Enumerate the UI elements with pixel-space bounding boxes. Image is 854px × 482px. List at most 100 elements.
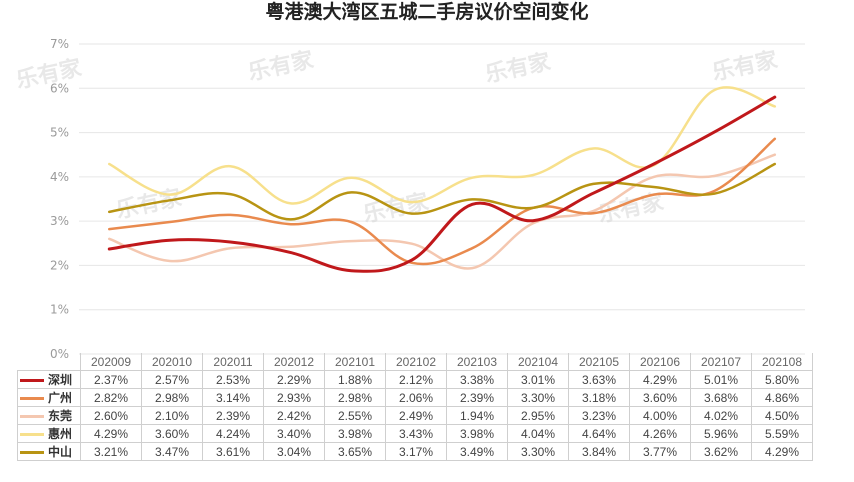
watermark-logo: 乐有家	[246, 47, 317, 86]
series-lines	[107, 86, 777, 273]
watermark-logo: 乐有家	[710, 47, 781, 86]
data-label: 3.77%	[629, 442, 691, 461]
data-label: 2.49%	[385, 406, 447, 425]
legend-entry: 中山	[17, 442, 81, 461]
x-tick-label: 202009	[80, 353, 142, 371]
data-label: 5.80%	[751, 370, 813, 389]
data-label: 2.57%	[141, 370, 203, 389]
data-label: 2.29%	[263, 370, 325, 389]
data-label: 3.62%	[690, 442, 752, 461]
data-label: 3.68%	[690, 388, 752, 407]
series-line-3	[108, 86, 777, 205]
data-label: 3.49%	[446, 442, 508, 461]
chart-title: 粤港澳大湾区五城二手房议价空间变化	[265, 1, 589, 23]
data-table: 202009 202010 202011 202012 202101 202102 2021…	[17, 353, 813, 461]
legend-entry: 深圳	[17, 370, 81, 389]
watermark-logo: 乐有家	[483, 49, 554, 88]
data-label: 2.82%	[80, 388, 142, 407]
x-tick-label: 202105	[568, 353, 630, 371]
data-label: 3.23%	[568, 406, 630, 425]
data-label: 2.98%	[141, 388, 203, 407]
data-label: 3.40%	[263, 424, 325, 443]
data-label: 2.93%	[263, 388, 325, 407]
data-label: 2.39%	[446, 388, 508, 407]
series-line-4	[108, 162, 777, 221]
table-row: 广州 2.82% 2.98% 3.14% 2.93% 2.98% 2.06% 2.39% 3.3…	[17, 388, 813, 407]
data-label: 3.14%	[202, 388, 264, 407]
data-label: 2.55%	[324, 406, 386, 425]
legend-swatch	[20, 397, 44, 401]
table-corner	[17, 353, 81, 371]
data-label: 2.12%	[385, 370, 447, 389]
data-label: 4.29%	[80, 424, 142, 443]
data-label: 2.10%	[141, 406, 203, 425]
y-tick-label: 1%	[50, 303, 69, 317]
y-tick-label: 7%	[50, 37, 69, 51]
data-label: 4.29%	[751, 442, 813, 461]
y-tick-label: 6%	[50, 81, 69, 95]
grid: 0%1%2%3%4%5%6%7%	[50, 37, 805, 361]
x-tick-label: 202011	[202, 353, 264, 371]
data-label: 3.30%	[507, 442, 569, 461]
legend-entry: 惠州	[17, 424, 81, 443]
data-label: 1.88%	[324, 370, 386, 389]
data-label: 2.37%	[80, 370, 142, 389]
legend-swatch	[20, 451, 44, 455]
data-label: 4.24%	[202, 424, 264, 443]
data-label: 5.96%	[690, 424, 752, 443]
table-row: 深圳 2.37% 2.57% 2.53% 2.29% 1.88% 2.12% 3.38% 3.0…	[17, 370, 813, 389]
data-label: 3.60%	[629, 388, 691, 407]
table-row: 东莞 2.60% 2.10% 2.39% 2.42% 2.55% 2.49% 1.94% 2.9…	[17, 406, 813, 425]
series-line-1	[108, 137, 777, 266]
data-label: 2.98%	[324, 388, 386, 407]
series-name: 中山	[48, 445, 73, 459]
data-label: 3.43%	[385, 424, 447, 443]
x-tick-label: 202101	[324, 353, 386, 371]
x-tick-label: 202103	[446, 353, 508, 371]
series-line-0	[107, 95, 777, 273]
y-tick-label: 3%	[50, 214, 69, 228]
x-tick-label: 202104	[507, 353, 569, 371]
data-label: 3.38%	[446, 370, 508, 389]
legend-swatch	[20, 433, 44, 437]
x-tick-label: 202012	[263, 353, 325, 371]
data-label: 3.84%	[568, 442, 630, 461]
data-label: 3.21%	[80, 442, 142, 461]
data-label: 2.53%	[202, 370, 264, 389]
table-header-row: 202009 202010 202011 202012 202101 202102 2021…	[17, 353, 813, 371]
data-label: 3.17%	[385, 442, 447, 461]
series-name: 惠州	[48, 427, 73, 441]
series-name: 广州	[48, 391, 73, 405]
series-name: 深圳	[48, 373, 73, 387]
data-label: 2.60%	[80, 406, 142, 425]
data-label: 2.42%	[263, 406, 325, 425]
data-label: 4.64%	[568, 424, 630, 443]
watermark-logo: 乐有家	[361, 189, 432, 228]
legend-swatch	[20, 415, 44, 419]
data-label: 4.86%	[751, 388, 813, 407]
data-label: 3.30%	[507, 388, 569, 407]
table-row: 中山 3.21% 3.47% 3.61% 3.04% 3.65% 3.17% 3.49% 3.3…	[17, 442, 813, 461]
data-label: 5.59%	[751, 424, 813, 443]
data-label: 4.02%	[690, 406, 752, 425]
data-label: 4.50%	[751, 406, 813, 425]
data-label: 2.06%	[385, 388, 447, 407]
data-label: 2.95%	[507, 406, 569, 425]
x-tick-label: 202108	[751, 353, 813, 371]
legend-entry: 东莞	[17, 406, 81, 425]
data-label: 3.65%	[324, 442, 386, 461]
data-label: 4.29%	[629, 370, 691, 389]
data-label: 3.01%	[507, 370, 569, 389]
table-row: 惠州 4.29% 3.60% 4.24% 3.40% 3.98% 3.43% 3.98% 4.0…	[17, 424, 813, 443]
y-tick-label: 4%	[50, 170, 69, 184]
data-label: 2.39%	[202, 406, 264, 425]
x-tick-label: 202106	[629, 353, 691, 371]
data-label: 3.04%	[263, 442, 325, 461]
data-label: 3.18%	[568, 388, 630, 407]
data-label: 4.04%	[507, 424, 569, 443]
data-label: 3.98%	[446, 424, 508, 443]
data-label: 1.94%	[446, 406, 508, 425]
x-tick-label: 202102	[385, 353, 447, 371]
